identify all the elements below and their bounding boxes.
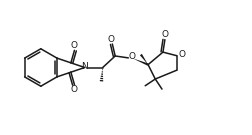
- Text: O: O: [108, 35, 115, 44]
- Text: O: O: [71, 41, 78, 50]
- Text: O: O: [179, 50, 186, 59]
- Text: O: O: [129, 52, 136, 61]
- Polygon shape: [133, 58, 148, 66]
- Polygon shape: [140, 54, 148, 65]
- Text: O: O: [71, 85, 78, 94]
- Text: N: N: [81, 62, 88, 71]
- Text: O: O: [161, 30, 168, 39]
